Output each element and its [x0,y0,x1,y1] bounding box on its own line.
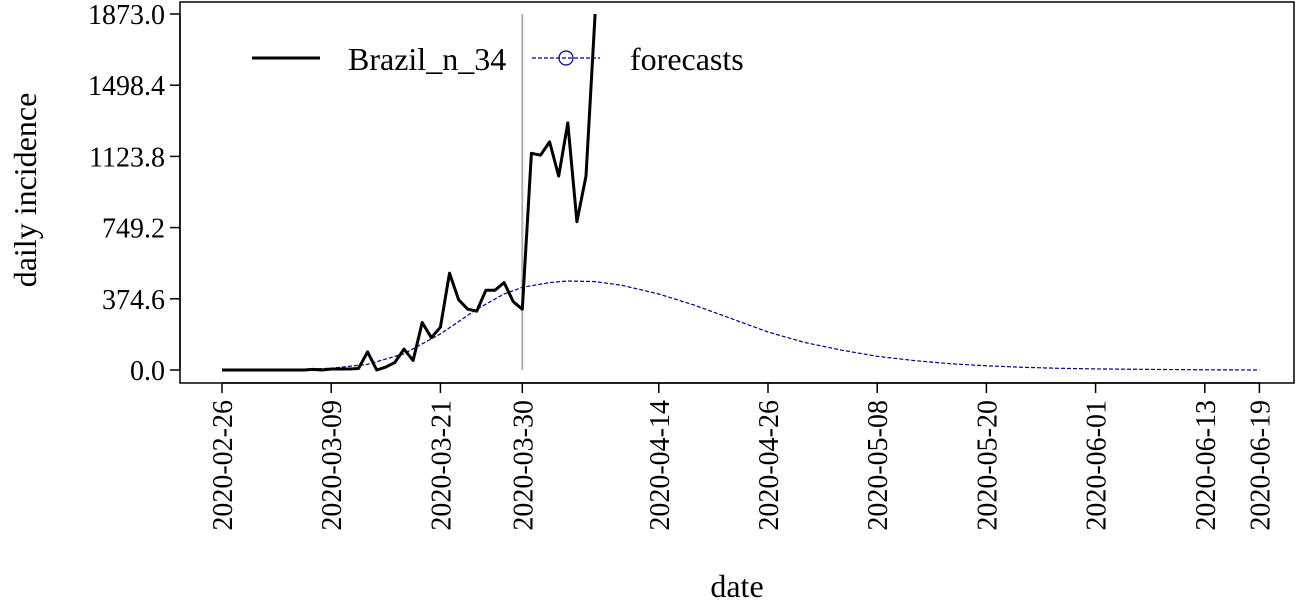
y-tick-label: 1123.8 [89,142,165,173]
legend-label-brazil: Brazil_n_34 [348,41,506,77]
x-tick-label: 2020-06-19 [1245,400,1276,531]
series-brazil-line [222,13,597,372]
y-tick-label: 0.0 [130,356,165,387]
x-tick-label: 2020-03-30 [508,400,539,531]
x-tick-label: 2020-04-14 [645,400,676,531]
x-tick-label: 2020-05-20 [972,400,1003,531]
series-layer [221,13,1260,372]
legend-marker-forecasts [558,50,574,66]
x-axis-title: date [710,568,763,600]
y-tick-label: 374.6 [102,285,165,316]
x-tick-label: 2020-06-01 [1082,400,1113,531]
x-tick-label: 2020-04-26 [754,400,785,531]
x-tick-label: 2020-02-26 [208,400,239,531]
y-axis-title: daily incidence [7,93,43,288]
y-tick-label: 1498.4 [88,71,165,102]
legend-label-forecasts: forecasts [630,41,744,77]
x-axis: 2020-02-26 2020-03-09 2020-03-21 2020-03-30… [208,382,1276,531]
legend: Brazil_n_34 forecasts [252,41,744,77]
y-tick-label: 749.2 [102,214,165,245]
y-tick-label: 1873.0 [88,0,165,31]
x-tick-label: 2020-03-09 [317,400,348,531]
x-tick-label: 2020-05-08 [863,400,894,531]
x-tick-label: 2020-03-21 [426,400,457,531]
y-axis: 0.0 374.6 749.2 1123.8 1498.4 1873.0 [88,0,181,387]
x-tick-label: 2020-06-13 [1191,400,1222,531]
series-forecasts-line [221,280,1260,371]
